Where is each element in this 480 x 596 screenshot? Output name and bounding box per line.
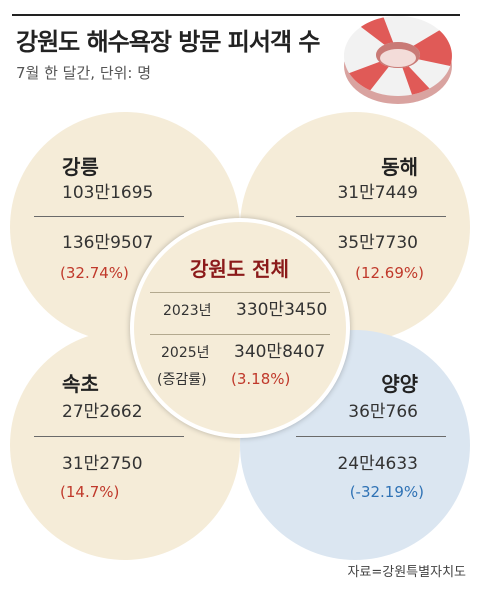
total-rate-label: (증감률) [157,372,207,388]
region-name-donghae: 동해 [381,155,418,179]
total-year-b-label: 2025년 [161,345,210,361]
rate-yangyang: (-32.19%) [349,483,424,501]
value-2023-sokcho: 27만2662 [62,402,143,422]
divider-donghae [296,216,446,217]
region-name-sokcho: 속초 [62,372,99,396]
value-2023-gangneung: 103만1695 [62,183,154,203]
top-rule [12,14,460,16]
rate-sokcho: (14.7%) [60,483,120,501]
total-title: 강원도 전체 [190,257,289,281]
divider-sokcho [34,436,184,437]
region-name-gangneung: 강릉 [62,155,99,179]
total-circle [130,218,350,438]
region-name-yangyang: 양양 [381,372,418,396]
source-note: 자료=강원특별자치도 [347,565,466,580]
total-year-a-label: 2023년 [163,303,212,319]
total-year-a-value: 330만3450 [236,300,328,320]
chart-subtitle: 7월 한 달간, 단위: 명 [16,64,152,82]
rate-gangneung: (32.74%) [60,264,129,282]
divider-gangneung [34,216,184,217]
total-rate: (3.18%) [231,370,291,388]
value-2023-yangyang: 36만766 [348,402,418,422]
divider-total-1 [150,292,330,293]
divider-total-2 [150,334,330,335]
swim-ring-icon [343,16,452,104]
value-2023-donghae: 31만7449 [337,183,418,203]
value-2025-yangyang: 24만4633 [337,454,418,474]
rate-donghae: (12.69%) [355,264,424,282]
divider-yangyang [296,436,446,437]
value-2025-sokcho: 31만2750 [62,454,143,474]
value-2025-gangneung: 136만9507 [62,233,154,253]
chart-title: 강원도 해수욕장 방문 피서객 수 [16,28,320,56]
value-2025-donghae: 35만7730 [337,233,418,253]
total-year-b-value: 340만8407 [234,342,326,362]
